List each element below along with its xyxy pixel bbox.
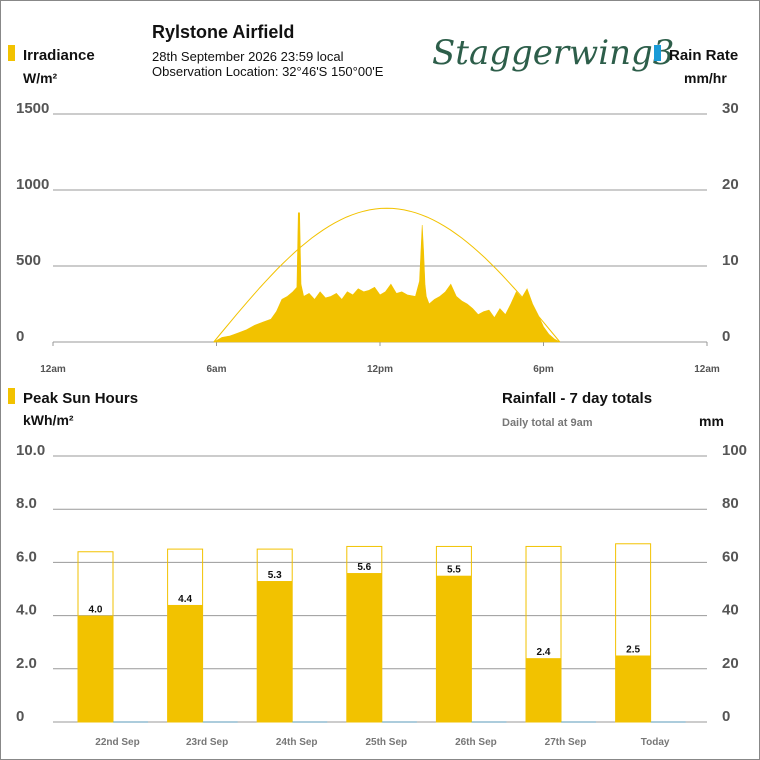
- rainfall-bar: [650, 721, 686, 723]
- rain-rate-y-tick-label: 0: [722, 328, 730, 345]
- peak-sun-rainfall-chart: 0 0 2.0 20 4.0 40 6.0 60 8.0 80 10.0 100 4.0 22nd Sep…: [16, 442, 747, 748]
- peak-sun-y-tick-label: 10.0: [16, 442, 45, 459]
- peak-sun-y-tick-label: 2.0: [16, 655, 37, 672]
- rain-rate-y-tick-label: 20: [722, 176, 739, 193]
- staggerwing-logo: Staggerwing3: [432, 33, 674, 73]
- day-x-tick-label: 26th Sep: [455, 737, 497, 748]
- irradiance-chart: 0 0 500 10 1000 20 1500 30 12am 6am 12pm 6pm 12am: [16, 100, 739, 375]
- irradiance-legend-label: Irradiance: [23, 47, 95, 64]
- day-x-tick-label: 25th Sep: [365, 737, 407, 748]
- observation-datetime: 28th September 2026 23:59 local: [152, 49, 344, 64]
- day-x-tick-label: Today: [641, 737, 670, 748]
- time-x-tick-label: 6pm: [533, 364, 554, 375]
- irradiance-area: [213, 212, 561, 343]
- peak-sun-hours-bar: [436, 575, 472, 722]
- rainfall-y-tick-label: 20: [722, 655, 739, 672]
- rainfall-y-tick-label: 0: [722, 708, 730, 725]
- irradiance-y-tick-label: 1000: [16, 176, 49, 193]
- rainfall-title: Rainfall - 7 day totals: [502, 390, 652, 407]
- peak-sun-hours-value-label: 2.5: [626, 645, 640, 656]
- time-x-tick-label: 6am: [206, 364, 226, 375]
- rainfall-bar: [202, 721, 238, 723]
- peak-sun-hours-bar: [615, 655, 651, 722]
- peak-sun-hours-value-label: 2.4: [537, 647, 551, 658]
- peak-sun-y-tick-label: 8.0: [16, 495, 37, 512]
- peak-sun-y-tick-label: 0: [16, 708, 24, 725]
- peak-sun-hours-bar: [257, 581, 293, 722]
- rainfall-bar: [381, 721, 417, 723]
- rainfall-y-tick-label: 40: [722, 602, 739, 619]
- peak-sun-hours-bar: [167, 604, 203, 722]
- peak-sun-y-tick-label: 4.0: [16, 602, 37, 619]
- day-x-tick-label: 22nd Sep: [95, 737, 139, 748]
- rainfall-y-tick-label: 80: [722, 495, 739, 512]
- rainfall-y-tick-label: 60: [722, 548, 739, 565]
- peak-sun-hours-bar: [78, 615, 113, 722]
- rain-rate-y-tick-label: 10: [722, 252, 739, 269]
- clear-sky-curve: [213, 207, 561, 343]
- day-x-tick-label: 27th Sep: [545, 737, 587, 748]
- peak-sun-hours-bar: [526, 658, 562, 722]
- peak-sun-hours-value-label: 4.0: [89, 605, 103, 616]
- rainfall-unit: mm: [699, 413, 724, 429]
- time-x-tick-label: 12am: [694, 364, 720, 375]
- irradiance-unit: W/m²: [23, 70, 58, 86]
- rainfall-bar: [292, 721, 328, 723]
- peak-sun-hours-bar: [346, 573, 382, 722]
- rainfall-subtitle: Daily total at 9am: [502, 417, 593, 429]
- peak-sun-hours-value-label: 5.6: [357, 562, 371, 573]
- peak-sun-hours-value-label: 5.5: [447, 565, 461, 576]
- day-x-tick-label: 23rd Sep: [186, 737, 228, 748]
- rainfall-y-tick-label: 100: [722, 442, 747, 459]
- peak-sun-hours-value-label: 4.4: [178, 594, 192, 605]
- time-x-tick-label: 12pm: [367, 364, 393, 375]
- irradiance-y-tick-label: 500: [16, 252, 41, 269]
- peak-sun-legend-swatch: [8, 388, 15, 404]
- rain-rate-y-tick-label: 30: [722, 100, 739, 117]
- time-x-tick-label: 12am: [40, 364, 66, 375]
- rainfall-bar: [113, 721, 148, 723]
- irradiance-y-tick-label: 0: [16, 328, 24, 345]
- peak-sun-legend-label: Peak Sun Hours: [23, 390, 138, 407]
- rain-rate-legend-label: Rain Rate: [669, 47, 738, 64]
- irradiance-legend-swatch: [8, 45, 15, 61]
- peak-sun-hours-value-label: 5.3: [268, 570, 282, 581]
- observation-location: Observation Location: 32°46'S 150°00'E: [152, 64, 384, 79]
- rainfall-bar: [561, 721, 597, 723]
- irradiance-y-tick-label: 1500: [16, 100, 49, 117]
- rainfall-bar: [471, 721, 507, 723]
- peak-sun-unit: kWh/m²: [23, 412, 74, 428]
- peak-sun-y-tick-label: 6.0: [16, 548, 37, 565]
- station-name: Rylstone Airfield: [152, 22, 294, 42]
- day-x-tick-label: 24th Sep: [276, 737, 318, 748]
- rain-rate-unit: mm/hr: [684, 70, 727, 86]
- rain-rate-legend-swatch: [654, 45, 661, 61]
